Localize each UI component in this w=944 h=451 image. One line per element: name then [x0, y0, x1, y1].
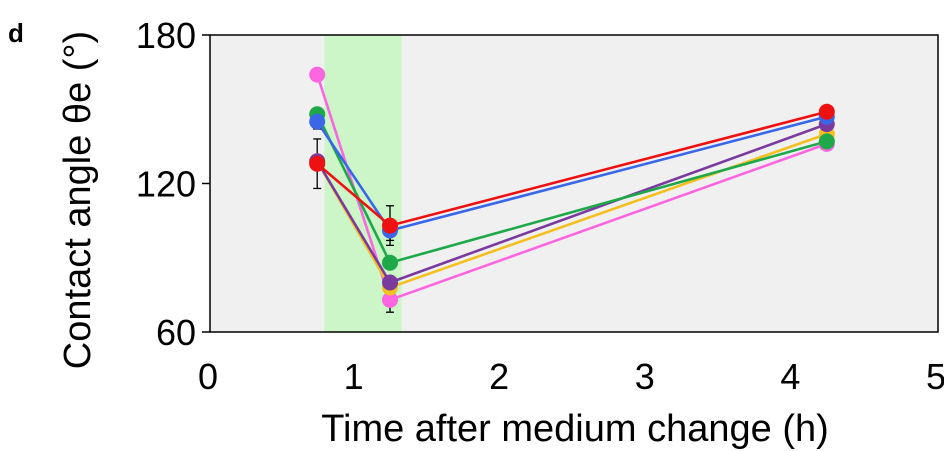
y-axis-title: Contact angle θe (°): [57, 31, 99, 369]
data-point-s6-2: [382, 217, 398, 234]
x-tick-label: 4: [780, 356, 800, 397]
x-tick-label: 0: [198, 356, 218, 397]
panel-label: d: [8, 18, 24, 48]
y-tick-label: 60: [156, 312, 196, 353]
x-tick-label: 3: [635, 356, 655, 397]
data-point-s4-2: [382, 254, 398, 271]
data-point-s4-3: [818, 133, 835, 150]
y-tick-label: 180: [136, 15, 196, 56]
data-point-s6-1: [309, 155, 326, 172]
data-point-s3-2: [382, 274, 398, 291]
x-tick-label: 2: [489, 356, 509, 397]
x-axis-title: Time after medium change (h): [321, 408, 829, 450]
data-point-s1-1: [309, 66, 326, 83]
y-tick-label: 120: [136, 164, 196, 205]
data-point-s6-3: [818, 103, 835, 120]
data-point-s1-2: [382, 291, 398, 308]
x-tick-label: 5: [926, 356, 944, 397]
x-tick-label: 1: [344, 356, 364, 397]
data-point-s5-1: [309, 113, 326, 130]
